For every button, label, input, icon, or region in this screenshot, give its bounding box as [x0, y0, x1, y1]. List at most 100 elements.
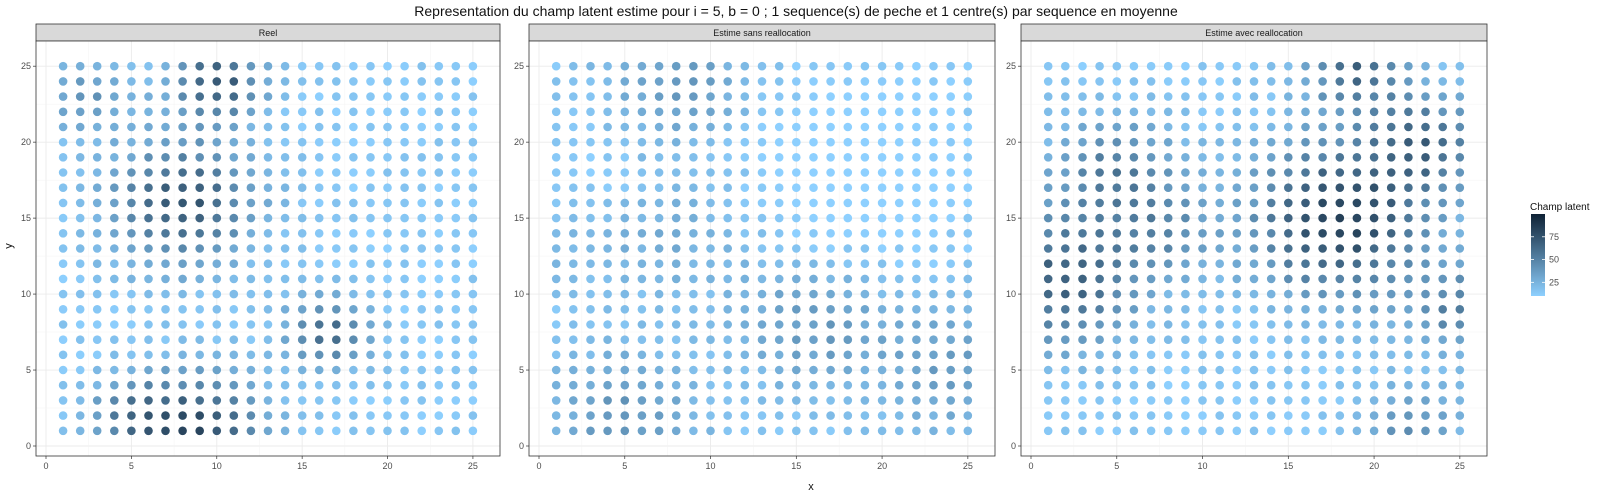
y-tick-label: 0	[1011, 441, 1016, 451]
data-point	[706, 289, 715, 299]
data-point	[877, 396, 887, 405]
data-point	[963, 289, 973, 299]
data-point	[144, 320, 153, 329]
data-point	[1438, 396, 1447, 405]
data-point	[1095, 137, 1104, 147]
data-point	[58, 183, 68, 192]
data-point	[706, 411, 715, 420]
data-point	[620, 77, 630, 86]
data-point	[1455, 198, 1465, 208]
data-point	[1266, 244, 1276, 253]
data-point	[178, 61, 187, 71]
data-point	[332, 305, 341, 314]
data-point	[366, 153, 375, 162]
data-point	[314, 213, 324, 223]
data-point	[689, 229, 698, 238]
data-point	[434, 168, 444, 177]
data-point	[1335, 153, 1345, 162]
data-point	[1043, 213, 1053, 223]
data-point	[1232, 305, 1242, 314]
data-point	[1421, 107, 1430, 117]
data-point	[1232, 107, 1242, 117]
data-point	[161, 92, 170, 101]
data-point	[740, 153, 750, 162]
data-point	[110, 259, 119, 269]
data-point	[246, 289, 256, 299]
data-point	[894, 380, 904, 390]
data-point	[212, 92, 222, 101]
data-point	[1163, 259, 1173, 269]
data-point	[586, 335, 595, 345]
data-point	[1266, 274, 1276, 284]
data-point	[161, 350, 170, 360]
data-point	[1404, 411, 1413, 420]
data-point	[894, 320, 904, 329]
data-point	[1438, 77, 1447, 86]
data-point	[178, 274, 187, 284]
data-point	[417, 183, 427, 192]
data-point	[314, 365, 324, 375]
data-point	[1198, 137, 1207, 147]
data-point	[1369, 198, 1379, 208]
data-point	[144, 168, 153, 177]
data-point	[1181, 213, 1190, 223]
data-point	[1215, 365, 1224, 375]
data-point	[1301, 77, 1310, 86]
data-point	[1404, 61, 1413, 71]
data-point	[349, 213, 358, 223]
data-point	[110, 244, 119, 253]
data-point	[263, 244, 273, 253]
data-point	[229, 274, 239, 284]
data-point	[451, 61, 461, 71]
data-point	[912, 153, 921, 162]
data-point	[1318, 213, 1327, 223]
data-point	[246, 137, 256, 147]
data-point	[1112, 380, 1122, 390]
data-point	[212, 213, 222, 223]
data-point	[366, 320, 375, 329]
data-point	[912, 122, 921, 132]
data-point	[757, 426, 767, 436]
data-point	[1078, 198, 1087, 208]
data-point	[314, 92, 324, 101]
data-point	[1455, 107, 1465, 117]
data-point	[1061, 198, 1070, 208]
data-point	[400, 320, 409, 329]
data-point	[1404, 335, 1413, 345]
y-tick-label: 0	[519, 441, 524, 451]
data-point	[1369, 274, 1379, 284]
data-point	[161, 244, 170, 253]
data-point	[468, 396, 478, 405]
data-point	[349, 335, 358, 345]
data-point	[1369, 77, 1379, 86]
data-point	[1163, 365, 1173, 375]
data-point	[75, 320, 85, 329]
data-point	[1146, 213, 1156, 223]
data-point	[603, 274, 612, 284]
data-point	[1421, 153, 1430, 162]
facet-strip-label: Estime avec reallocation	[1205, 28, 1303, 38]
x-tick-label: 15	[297, 461, 307, 471]
data-point	[1404, 320, 1413, 329]
data-point	[1249, 198, 1259, 208]
data-point	[349, 229, 358, 238]
data-point	[740, 350, 750, 360]
data-point	[280, 274, 290, 284]
data-point	[349, 183, 358, 192]
data-point	[1369, 380, 1379, 390]
data-point	[1129, 153, 1139, 162]
data-point	[1078, 107, 1087, 117]
data-point	[75, 426, 85, 436]
data-point	[280, 92, 290, 101]
data-point	[1386, 335, 1396, 345]
data-point	[1455, 365, 1465, 375]
data-point	[620, 168, 630, 177]
data-point	[963, 122, 973, 132]
data-point	[929, 168, 938, 177]
data-point	[551, 365, 561, 375]
data-point	[280, 77, 290, 86]
data-point	[161, 305, 170, 314]
data-point	[127, 137, 136, 147]
data-point	[809, 320, 818, 329]
data-point	[195, 259, 204, 269]
